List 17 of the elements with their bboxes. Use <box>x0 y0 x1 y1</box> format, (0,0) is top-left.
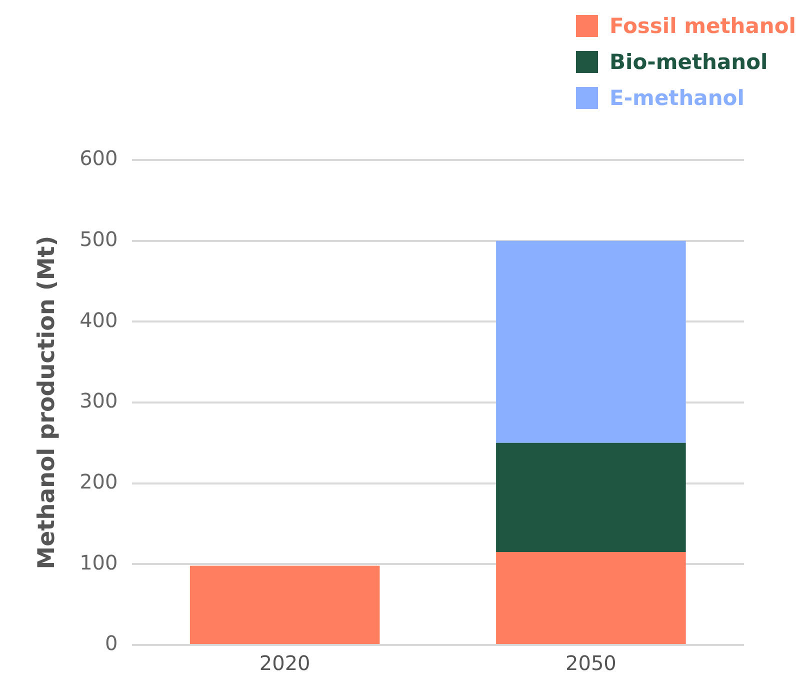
bar <box>496 552 686 644</box>
bar <box>496 240 686 443</box>
x-tick-label: 2020 <box>259 651 310 676</box>
x-tick-label: 2050 <box>565 651 616 676</box>
y-axis-title: Methanol production (Mt) <box>34 236 60 570</box>
legend-label: Fossil methanol <box>610 14 796 38</box>
bar <box>496 442 686 552</box>
y-tick-label: 100 <box>80 550 118 574</box>
y-tick-label: 500 <box>80 227 118 252</box>
legend-label: E-methanol <box>610 86 744 110</box>
bar <box>190 566 380 644</box>
legend-label: Bio-methanol <box>610 50 768 74</box>
y-tick-label: 0 <box>105 631 118 656</box>
y-tick-label: 600 <box>80 146 118 170</box>
y-tick-label: 300 <box>80 388 118 413</box>
y-tick-label: 400 <box>80 308 118 332</box>
y-tick-label: 200 <box>80 470 118 494</box>
